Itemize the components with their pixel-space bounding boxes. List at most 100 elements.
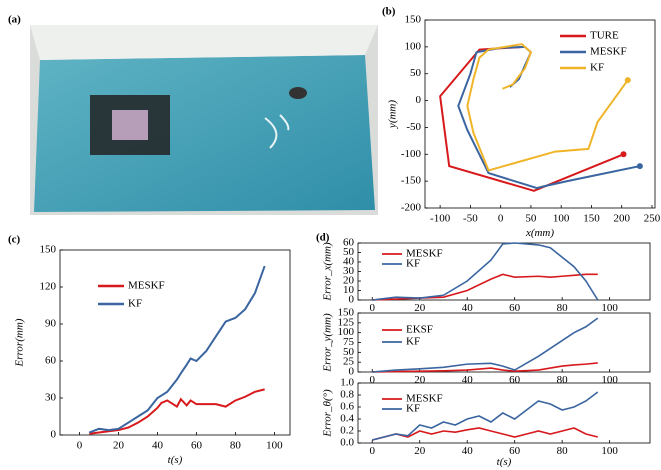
data-line: [372, 273, 598, 301]
x-tick-label: 20: [414, 302, 426, 314]
legend-label: KF: [590, 62, 604, 74]
legend-label: TURE: [590, 30, 619, 42]
x-tick-label: 20: [414, 374, 426, 386]
y-tick-label: 150: [338, 307, 355, 319]
end-marker: [636, 163, 643, 170]
y-tick-label: 0.6: [340, 401, 354, 413]
panel-label: (d): [316, 232, 330, 244]
x-tick-label: 20: [113, 440, 125, 452]
x-tick-label: 80: [230, 440, 242, 452]
data-line: [372, 427, 598, 441]
data-line: [372, 362, 598, 373]
y-tick-label: 50: [410, 67, 422, 79]
y-tick-label: 40: [343, 256, 355, 268]
end-marker: [624, 77, 631, 84]
y-axis-label: Error_θ(°): [322, 389, 334, 438]
legend-label: EKSF: [406, 324, 433, 336]
plot-frame: [424, 19, 656, 209]
y-tick-label: 0: [349, 294, 355, 306]
y-tick-label: 0.4: [340, 413, 354, 425]
x-tick-label: 150: [583, 213, 600, 225]
pool-wall: [30, 25, 378, 60]
x-tick-label: -100: [430, 213, 451, 225]
legend-label: MESKF: [590, 46, 627, 58]
panel-label: (b): [382, 6, 396, 18]
legend-label: KF: [128, 298, 142, 310]
x-tick-label: 20: [414, 445, 426, 457]
data-line: [88, 265, 266, 434]
x-tick-label: 100: [266, 440, 283, 452]
panel-label: (c): [8, 234, 21, 246]
legend-label: MESKF: [128, 280, 165, 292]
x-tick-label: 40: [462, 374, 474, 386]
x-tick-label: 80: [557, 302, 569, 314]
y-tick-label: 150: [40, 244, 57, 256]
reflection: [264, 114, 290, 149]
end-marker: [620, 151, 627, 158]
y-tick-label: 0.2: [340, 425, 354, 437]
y-tick-label: 20: [343, 275, 355, 287]
y-tick-label: 60: [343, 237, 355, 249]
y-tick-label: 0.8: [340, 389, 354, 401]
legend-label: KF: [406, 403, 420, 415]
plot-frame: [357, 382, 651, 444]
y-tick-label: -100: [401, 148, 422, 160]
x-tick-label: 0: [498, 213, 504, 225]
data-line: [89, 388, 265, 435]
x-tick-label: 0: [369, 302, 375, 314]
legend-label: MESKF: [406, 248, 443, 260]
x-tick-label: 80: [557, 374, 569, 386]
legend-label: KF: [406, 336, 420, 348]
pool-water: [34, 55, 375, 212]
x-tick-label: 0: [369, 445, 375, 457]
plot-frame: [357, 242, 651, 301]
data-line: [466, 43, 629, 172]
object: [289, 87, 307, 99]
y-axis-label: y(mm): [387, 100, 399, 129]
y-tick-label: 25: [343, 356, 355, 368]
x-tick-label: 40: [152, 440, 164, 452]
x-tick-label: 60: [509, 374, 521, 386]
x-tick-label: 0: [369, 374, 375, 386]
x-tick-label: 50: [525, 213, 537, 225]
x-tick-label: 40: [462, 445, 474, 457]
y-tick-label: 0: [416, 94, 422, 106]
data-line: [372, 391, 599, 441]
x-axis-label: t(s): [497, 456, 512, 468]
photo: [30, 25, 378, 215]
y-tick-label: 100: [405, 40, 422, 52]
x-tick-label: 60: [509, 445, 521, 457]
y-tick-label: -200: [401, 202, 422, 214]
y-tick-label: 150: [405, 14, 422, 26]
plot-frame: [59, 249, 291, 436]
y-tick-label: -50: [406, 121, 421, 133]
y-tick-label: 125: [338, 316, 355, 328]
y-tick-label: 0: [349, 366, 355, 378]
x-tick-label: 60: [191, 440, 203, 452]
x-tick-label: -50: [463, 213, 478, 225]
x-tick-label: 40: [462, 302, 474, 314]
y-tick-label: 75: [343, 336, 355, 348]
y-axis-label: Error_x(mm): [322, 242, 334, 302]
y-tick-label: 1.0: [340, 377, 354, 389]
y-tick-label: 100: [338, 326, 355, 338]
x-tick-label: 100: [601, 445, 618, 457]
data-line: [372, 242, 599, 301]
x-tick-label: 100: [601, 374, 618, 386]
y-tick-label: -150: [401, 175, 422, 187]
y-tick-label: 90: [45, 318, 57, 330]
y-axis-label: Error(mm): [14, 318, 26, 367]
y-tick-label: 60: [45, 355, 57, 367]
y-tick-label: 10: [343, 284, 355, 296]
y-tick-label: 50: [343, 346, 355, 358]
y-tick-label: 50: [343, 246, 355, 258]
x-tick-label: 60: [509, 302, 521, 314]
panel-label: (a): [8, 14, 21, 26]
x-tick-label: 0: [77, 440, 83, 452]
x-tick-label: 200: [613, 213, 630, 225]
data-line: [457, 45, 641, 190]
x-tick-label: 80: [557, 445, 569, 457]
x-axis-label: x(mm): [525, 227, 554, 239]
x-tick-label: 100: [553, 213, 570, 225]
